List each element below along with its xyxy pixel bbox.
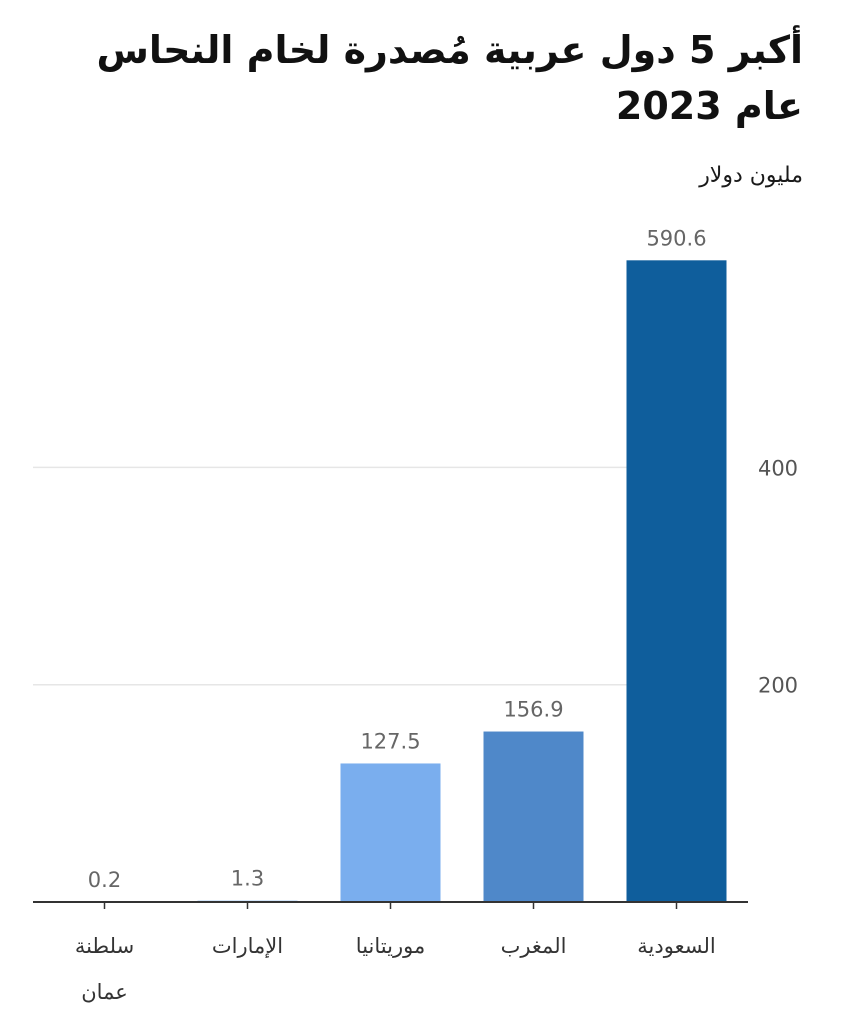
y-tick-label-400: 400: [758, 456, 798, 480]
bars: [54, 260, 727, 902]
y-tick-label-200: 200: [758, 674, 798, 698]
category-label-2-0: موريتانيا: [356, 934, 425, 958]
category-label-1-0: المغرب: [501, 934, 567, 958]
value-label-4: 0.2: [88, 868, 121, 892]
value-label-3: 1.3: [231, 867, 264, 891]
gridlines: [33, 466, 725, 686]
y-axis-unit-label: مليون دولار: [699, 163, 803, 188]
category-label-4-0: سلطنة: [75, 934, 134, 958]
category-label-4-1: عمان: [81, 980, 128, 1004]
value-label-2: 127.5: [360, 729, 420, 753]
category-labels: السعودية المغرب موريتانيا الإمارات سلطنة عمان: [75, 934, 716, 1004]
value-label-0: 590.6: [646, 226, 706, 250]
bar-0: [626, 260, 727, 902]
category-label-0-0: السعودية: [637, 934, 715, 958]
bar-1: [483, 731, 584, 902]
bar-2: [340, 763, 441, 902]
chart-title: أكبر 5 دول عربية مُصدرة لخام النحاس عام …: [96, 28, 803, 128]
value-label-1: 156.9: [503, 698, 563, 722]
value-labels: 590.6 156.9 127.5 1.3 0.2: [88, 226, 707, 891]
category-label-3-0: الإمارات: [212, 934, 283, 958]
x-axis: [33, 901, 748, 909]
y-tick-labels: 200 400: [758, 456, 798, 697]
